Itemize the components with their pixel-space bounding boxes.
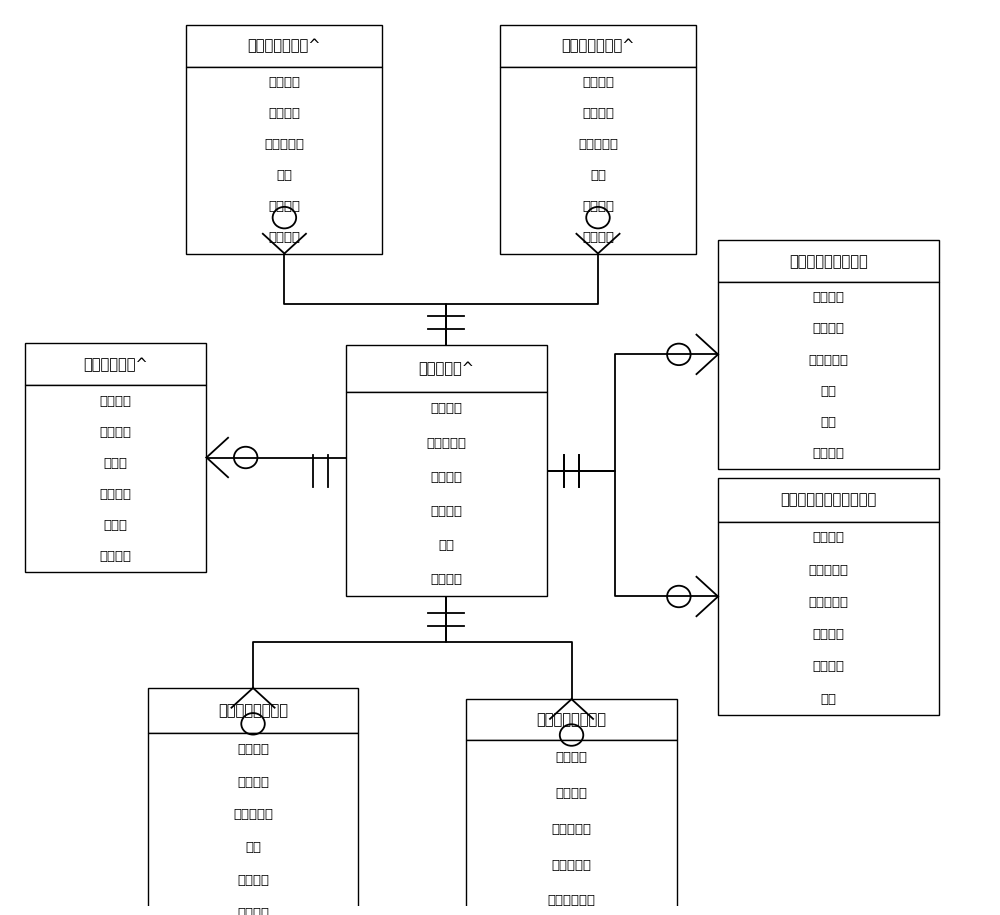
Text: 核算账号: 核算账号	[430, 403, 462, 415]
Text: 核算账号: 核算账号	[812, 532, 844, 544]
Text: 保留额度登记簿^: 保留额度登记簿^	[248, 38, 321, 53]
Text: 交易年月: 交易年月	[100, 394, 132, 407]
Text: 凭证起始号: 凭证起始号	[552, 823, 592, 835]
Text: 客户协议号: 客户协议号	[233, 809, 273, 822]
Text: 核算账号: 核算账号	[582, 76, 614, 89]
Text: 币种: 币种	[590, 169, 606, 182]
Text: 往来户明细账^: 往来户明细账^	[83, 357, 148, 371]
Text: 币种: 币种	[438, 539, 454, 552]
Bar	[186, 67, 382, 253]
Text: 核算账号: 核算账号	[268, 76, 300, 89]
Text: 凭证种类: 凭证种类	[237, 776, 269, 789]
Text: 币种: 币种	[820, 693, 836, 705]
Text: 客户编号: 客户编号	[812, 447, 844, 459]
Text: 冻结日期: 冻结日期	[582, 200, 614, 213]
Text: 客户协议号: 客户协议号	[552, 858, 592, 872]
Text: 客户协议号: 客户协议号	[808, 353, 848, 367]
Bar	[346, 346, 547, 392]
Text: 往来户开销户登记簿: 往来户开销户登记簿	[789, 253, 868, 269]
Text: 凭证未用张数: 凭证未用张数	[548, 895, 596, 908]
Text: 冻结解冻登记簿^: 冻结解冻登记簿^	[561, 38, 635, 53]
Text: 核算账号: 核算账号	[556, 751, 588, 764]
Text: 客户协议号: 客户协议号	[426, 436, 466, 449]
Text: 业务种类: 业务种类	[812, 628, 844, 641]
Text: 对方账号: 对方账号	[100, 550, 132, 563]
Text: 状态: 状态	[245, 842, 261, 855]
Bar	[148, 688, 358, 733]
Text: 往来户凭证管理表: 往来户凭证管理表	[218, 703, 288, 718]
Bar	[718, 522, 939, 716]
Bar	[25, 343, 206, 385]
Bar	[186, 25, 382, 67]
Text: 保留期限: 保留期限	[268, 231, 300, 244]
Bar	[466, 740, 677, 915]
Text: 客户协议号: 客户协议号	[578, 138, 618, 151]
Text: 币种: 币种	[820, 415, 836, 428]
Text: 客户协议号: 客户协议号	[264, 138, 304, 151]
Text: 保留种类: 保留种类	[268, 107, 300, 120]
Text: 冻结金额: 冻结金额	[582, 231, 614, 244]
Text: 申请序列号: 申请序列号	[808, 564, 848, 576]
Text: 核算账号: 核算账号	[812, 291, 844, 305]
Text: 往来分户账^: 往来分户账^	[418, 361, 474, 376]
Text: 账户状态: 账户状态	[430, 470, 462, 484]
Bar	[500, 67, 696, 253]
Text: 保留金额: 保留金额	[268, 200, 300, 213]
Bar	[148, 733, 358, 915]
Text: 核算账号: 核算账号	[237, 743, 269, 756]
Text: 币种: 币种	[276, 169, 292, 182]
Text: 账户名称: 账户名称	[430, 505, 462, 518]
Text: 户名: 户名	[820, 384, 836, 397]
Bar	[500, 25, 696, 67]
Bar	[718, 240, 939, 283]
Bar	[466, 699, 677, 740]
Text: 入账日期: 入账日期	[100, 488, 132, 501]
Text: 使用本数: 使用本数	[237, 907, 269, 915]
Text: 核算账号: 核算账号	[100, 425, 132, 438]
Text: 审批状态: 审批状态	[812, 661, 844, 673]
Text: 凭证种类: 凭证种类	[556, 787, 588, 800]
Text: 可买本数: 可买本数	[237, 874, 269, 888]
Text: 客户协议号: 客户协议号	[808, 596, 848, 608]
Text: 发生额: 发生额	[104, 519, 128, 532]
Text: 客户编号: 客户编号	[430, 573, 462, 586]
Text: 冻结序号: 冻结序号	[582, 107, 614, 120]
Bar	[346, 392, 547, 597]
Text: 往来户凭证登记表: 往来户凭证登记表	[537, 712, 607, 727]
Bar	[25, 385, 206, 572]
Bar	[718, 478, 939, 522]
Text: 账户信息申请审批登记表: 账户信息申请审批登记表	[780, 492, 876, 507]
Bar	[718, 283, 939, 468]
Text: 操作标识: 操作标识	[812, 322, 844, 336]
Text: 顺序号: 顺序号	[104, 457, 128, 469]
